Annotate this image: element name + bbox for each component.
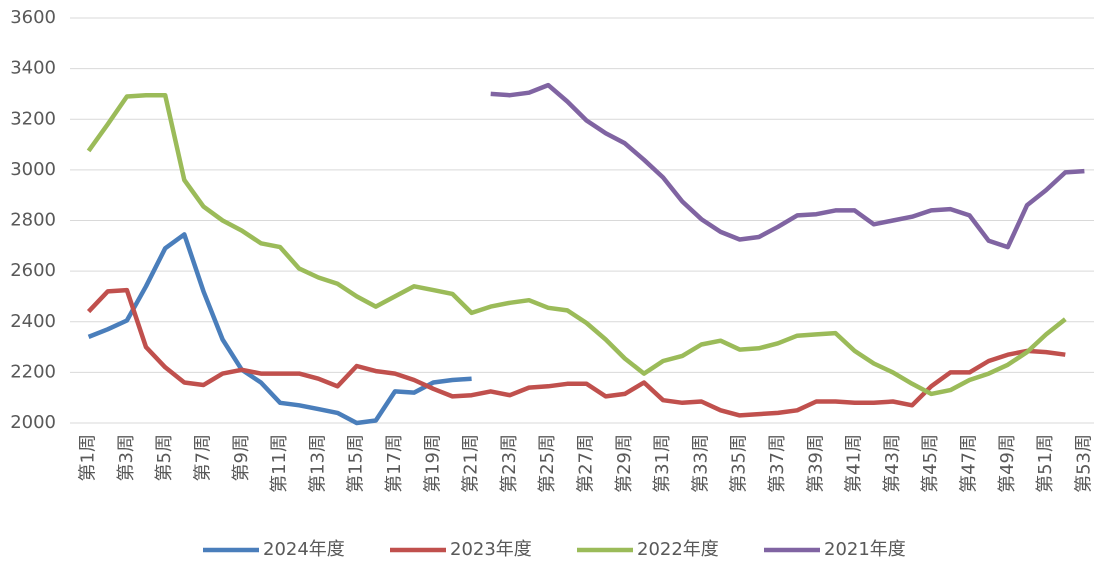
x-tick-label: 第39周 bbox=[805, 434, 826, 493]
legend-label: 2023年度 bbox=[450, 539, 532, 560]
x-tick-label: 第11周 bbox=[269, 434, 290, 493]
x-tick-label: 第27周 bbox=[576, 434, 597, 493]
x-tick-label: 第53周 bbox=[1073, 434, 1094, 493]
x-tick-label: 第47周 bbox=[959, 434, 980, 493]
x-tick-label: 第3周 bbox=[116, 434, 137, 481]
x-tick-label: 第15周 bbox=[346, 434, 367, 493]
x-tick-label: 第33周 bbox=[690, 434, 711, 493]
y-tick-label: 2400 bbox=[10, 311, 56, 332]
x-tick-label: 第13周 bbox=[307, 434, 328, 493]
series-line bbox=[490, 82, 1085, 250]
x-tick-label: 第45周 bbox=[920, 434, 941, 493]
x-tick-label: 第1周 bbox=[78, 434, 99, 481]
x-tick-label: 第31周 bbox=[652, 434, 673, 493]
x-tick-label: 第9周 bbox=[231, 434, 252, 481]
x-tick-label: 第43周 bbox=[882, 434, 903, 493]
y-tick-label: 3600 bbox=[10, 7, 56, 28]
x-tick-label: 第41周 bbox=[844, 434, 865, 493]
y-tick-label: 2800 bbox=[10, 210, 56, 231]
series-line bbox=[87, 232, 472, 426]
x-tick-label: 第29周 bbox=[614, 434, 635, 493]
x-tick-label: 第17周 bbox=[384, 434, 405, 493]
x-tick-label: 第19周 bbox=[422, 434, 443, 493]
y-tick-label: 2600 bbox=[10, 260, 56, 281]
y-tick-label: 2000 bbox=[10, 412, 56, 433]
legend-label: 2021年度 bbox=[824, 539, 906, 560]
x-tick-label: 第25周 bbox=[537, 434, 558, 493]
x-tick-label: 第7周 bbox=[192, 434, 213, 481]
legend-label: 2024年度 bbox=[263, 539, 345, 560]
x-tick-label: 第35周 bbox=[729, 434, 750, 493]
x-tick-label: 第51周 bbox=[1035, 434, 1056, 493]
legend-label: 2022年度 bbox=[637, 539, 719, 560]
y-tick-label: 3200 bbox=[10, 108, 56, 129]
x-tick-label: 第37周 bbox=[767, 434, 788, 493]
x-tick-label: 第5周 bbox=[154, 434, 175, 481]
x-tick-label: 第49周 bbox=[997, 434, 1018, 493]
series-line bbox=[86, 92, 1067, 397]
series-line bbox=[86, 287, 1066, 418]
x-tick-label: 第23周 bbox=[499, 434, 520, 493]
y-tick-label: 3000 bbox=[10, 159, 56, 180]
x-tick-label: 第21周 bbox=[461, 434, 482, 493]
y-tick-label: 2200 bbox=[10, 361, 56, 382]
y-tick-label: 3400 bbox=[10, 58, 56, 79]
